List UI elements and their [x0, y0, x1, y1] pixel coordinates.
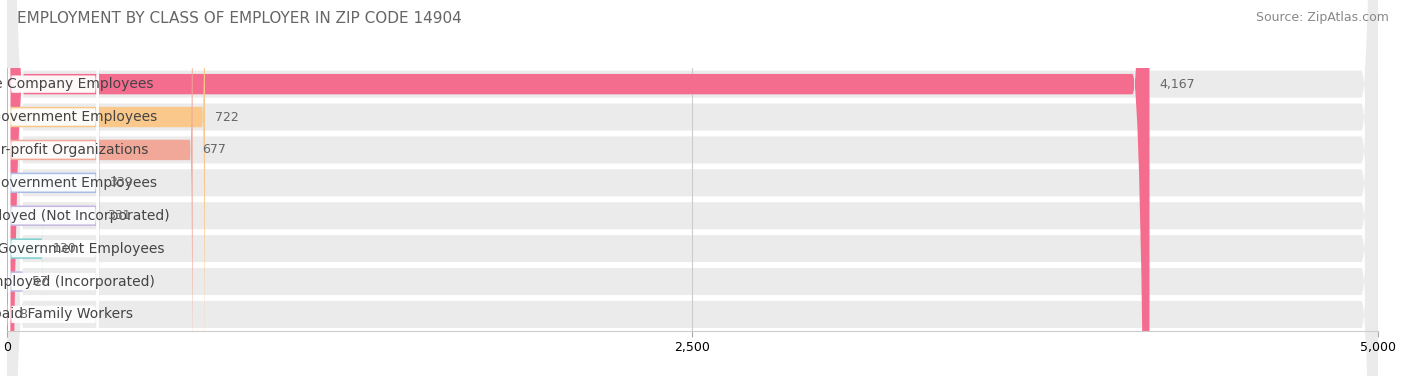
Text: Source: ZipAtlas.com: Source: ZipAtlas.com	[1256, 11, 1389, 24]
FancyBboxPatch shape	[7, 0, 1378, 376]
FancyBboxPatch shape	[7, 0, 193, 376]
FancyBboxPatch shape	[7, 304, 10, 324]
FancyBboxPatch shape	[7, 264, 22, 299]
FancyBboxPatch shape	[7, 0, 1378, 376]
FancyBboxPatch shape	[7, 26, 100, 340]
Text: State Government Employees: State Government Employees	[0, 176, 157, 190]
Text: 677: 677	[202, 143, 226, 156]
FancyBboxPatch shape	[8, 0, 98, 376]
Text: 722: 722	[215, 111, 239, 124]
FancyBboxPatch shape	[7, 0, 1378, 376]
Text: 130: 130	[52, 242, 76, 255]
Text: 8: 8	[18, 308, 27, 321]
FancyBboxPatch shape	[7, 0, 1378, 376]
Text: Not-for-profit Organizations: Not-for-profit Organizations	[0, 143, 149, 157]
Text: Federal Government Employees: Federal Government Employees	[0, 242, 165, 256]
Text: 331: 331	[107, 209, 131, 222]
FancyBboxPatch shape	[8, 0, 98, 376]
Text: 339: 339	[110, 176, 134, 190]
Text: Self-Employed (Incorporated): Self-Employed (Incorporated)	[0, 274, 155, 288]
FancyBboxPatch shape	[7, 0, 205, 376]
Text: 4,167: 4,167	[1159, 77, 1195, 91]
FancyBboxPatch shape	[8, 0, 98, 376]
FancyBboxPatch shape	[8, 0, 98, 376]
FancyBboxPatch shape	[7, 0, 1150, 376]
Text: 57: 57	[32, 275, 48, 288]
FancyBboxPatch shape	[7, 0, 1378, 376]
FancyBboxPatch shape	[8, 0, 98, 376]
Text: Local Government Employees: Local Government Employees	[0, 110, 157, 124]
FancyBboxPatch shape	[7, 62, 98, 369]
FancyBboxPatch shape	[8, 0, 98, 376]
FancyBboxPatch shape	[7, 0, 1378, 376]
Text: Private Company Employees: Private Company Employees	[0, 77, 153, 91]
Text: Self-Employed (Not Incorporated): Self-Employed (Not Incorporated)	[0, 209, 170, 223]
FancyBboxPatch shape	[7, 0, 1378, 376]
FancyBboxPatch shape	[7, 0, 1378, 376]
FancyBboxPatch shape	[8, 0, 98, 376]
Text: EMPLOYMENT BY CLASS OF EMPLOYER IN ZIP CODE 14904: EMPLOYMENT BY CLASS OF EMPLOYER IN ZIP C…	[17, 11, 461, 26]
FancyBboxPatch shape	[7, 195, 42, 303]
FancyBboxPatch shape	[8, 0, 98, 376]
Text: Unpaid Family Workers: Unpaid Family Workers	[0, 308, 132, 321]
